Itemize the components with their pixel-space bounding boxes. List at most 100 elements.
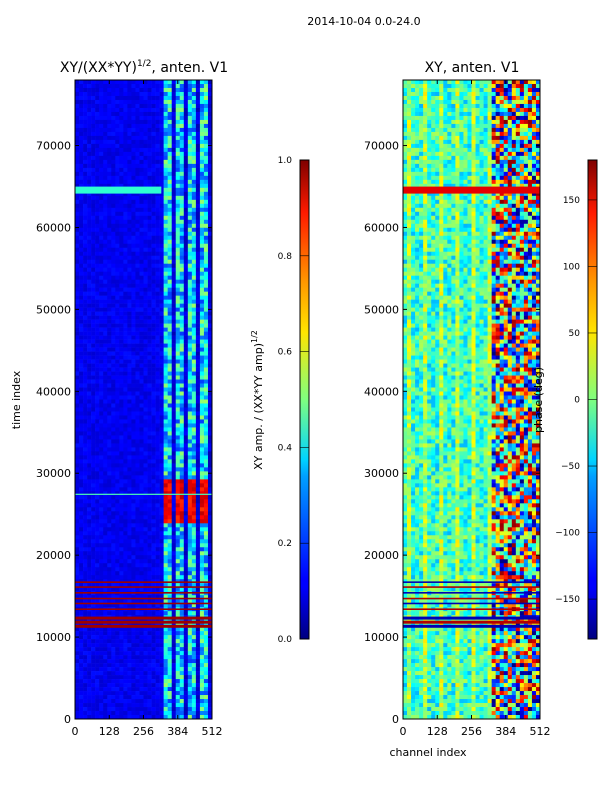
- heatmap-cell: [95, 567, 100, 572]
- heatmap-cell: [151, 347, 156, 352]
- heatmap-cell: [199, 631, 205, 636]
- heatmap-cell: [199, 571, 205, 576]
- heatmap-cell: [175, 487, 181, 492]
- heatmap-cell: [123, 127, 128, 133]
- heatmap-cell: [83, 211, 88, 217]
- heatmap-cell: [199, 195, 205, 201]
- heatmap-cell: [135, 255, 140, 261]
- heatmap-cell: [143, 303, 148, 308]
- heatmap-cell: [179, 355, 185, 360]
- heatmap-cell: [151, 339, 156, 344]
- heatmap-cell: [171, 371, 177, 376]
- heatmap-cell: [187, 355, 193, 360]
- heatmap-cell: [167, 287, 173, 292]
- heatmap-cell: [171, 267, 177, 272]
- heatmap-cell: [139, 119, 144, 125]
- heatmap-cell: [99, 635, 104, 640]
- heatmap-cell: [179, 427, 185, 432]
- heatmap-cell: [127, 223, 132, 229]
- heatmap-cell: [103, 219, 108, 225]
- heatmap-cell: [207, 395, 212, 400]
- heatmap-cell: [203, 543, 209, 548]
- heatmap-cell: [123, 311, 128, 316]
- heatmap-cell: [203, 339, 209, 344]
- heatmap-cell: [207, 475, 212, 480]
- heatmap-cell: [175, 203, 181, 209]
- heatmap-cell: [107, 183, 112, 189]
- heatmap-cell: [167, 579, 173, 584]
- heatmap-cell: [203, 515, 209, 520]
- heatmap-cell: [111, 499, 116, 504]
- heatmap-cell: [115, 415, 120, 420]
- heatmap-cell: [75, 99, 80, 105]
- heatmap-cell: [75, 387, 80, 392]
- heatmap-cell: [159, 579, 164, 584]
- heatmap-cell: [107, 495, 112, 500]
- heatmap-cell: [155, 191, 160, 197]
- heatmap-cell: [135, 247, 140, 253]
- heatmap-cell: [103, 115, 108, 121]
- heatmap-cell: [79, 599, 84, 604]
- heatmap-cell: [135, 307, 140, 312]
- heatmap-cell: [131, 335, 136, 340]
- heatmap-cell: [123, 547, 128, 552]
- heatmap-cell: [175, 627, 181, 632]
- heatmap-cell: [163, 531, 168, 536]
- heatmap-cell: [155, 243, 160, 249]
- heatmap-cell: [83, 367, 88, 372]
- heatmap-cell: [131, 259, 136, 265]
- heatmap-cell: [103, 571, 108, 576]
- heatmap-cell: [135, 639, 140, 644]
- heatmap-cell: [207, 359, 212, 364]
- heatmap-cell: [163, 655, 168, 660]
- heatmap-cell: [191, 147, 197, 153]
- heatmap-cell: [139, 575, 144, 580]
- heatmap-cell: [91, 339, 96, 344]
- heatmap-cell: [195, 291, 201, 296]
- heatmap-cell: [171, 203, 177, 209]
- heatmap-cell: [95, 419, 100, 424]
- heatmap-cell: [103, 191, 108, 197]
- heatmap-cell: [203, 395, 209, 400]
- heatmap-cell: [199, 379, 205, 384]
- heatmap-cell: [127, 163, 132, 169]
- heatmap-cell: [147, 579, 152, 584]
- heatmap-cell: [115, 87, 120, 93]
- heatmap-cell: [135, 199, 140, 205]
- heatmap-cell: [171, 631, 177, 636]
- heatmap-cell: [203, 547, 209, 552]
- heatmap-cell: [171, 487, 177, 492]
- heatmap-cell: [91, 415, 96, 420]
- heatmap-cell: [171, 559, 177, 564]
- heatmap-cell: [175, 431, 181, 436]
- heatmap-cell: [183, 507, 189, 512]
- heatmap-cell: [203, 247, 209, 253]
- heatmap-cell: [179, 303, 185, 308]
- heatmap-cell: [103, 323, 108, 328]
- heatmap-cell: [163, 243, 168, 249]
- heatmap-cell: [103, 539, 108, 544]
- heatmap-cell: [95, 407, 100, 412]
- heatmap-cell: [119, 163, 124, 169]
- heatmap-cell: [75, 659, 80, 664]
- heatmap-cell: [87, 443, 92, 448]
- heatmap-cell: [135, 475, 140, 480]
- heatmap-cell: [103, 655, 108, 660]
- heatmap-cell: [203, 303, 209, 308]
- heatmap-cell: [147, 215, 152, 221]
- heatmap-cell: [187, 499, 193, 504]
- heatmap-cell: [119, 271, 124, 276]
- heatmap-cell: [203, 343, 209, 348]
- heatmap-cell: [87, 439, 92, 444]
- heatmap-cell: [75, 167, 80, 173]
- heatmap-cell: [155, 215, 160, 221]
- heatmap-cell: [151, 467, 156, 472]
- heatmap-cell: [111, 395, 116, 400]
- heatmap-cell: [83, 283, 88, 288]
- heatmap-cell: [147, 219, 152, 225]
- heatmap-cell: [99, 475, 104, 480]
- heatmap-cell: [79, 595, 84, 600]
- heatmap-cell: [183, 495, 189, 500]
- heatmap-cell: [127, 407, 132, 412]
- heatmap-cell: [147, 99, 152, 105]
